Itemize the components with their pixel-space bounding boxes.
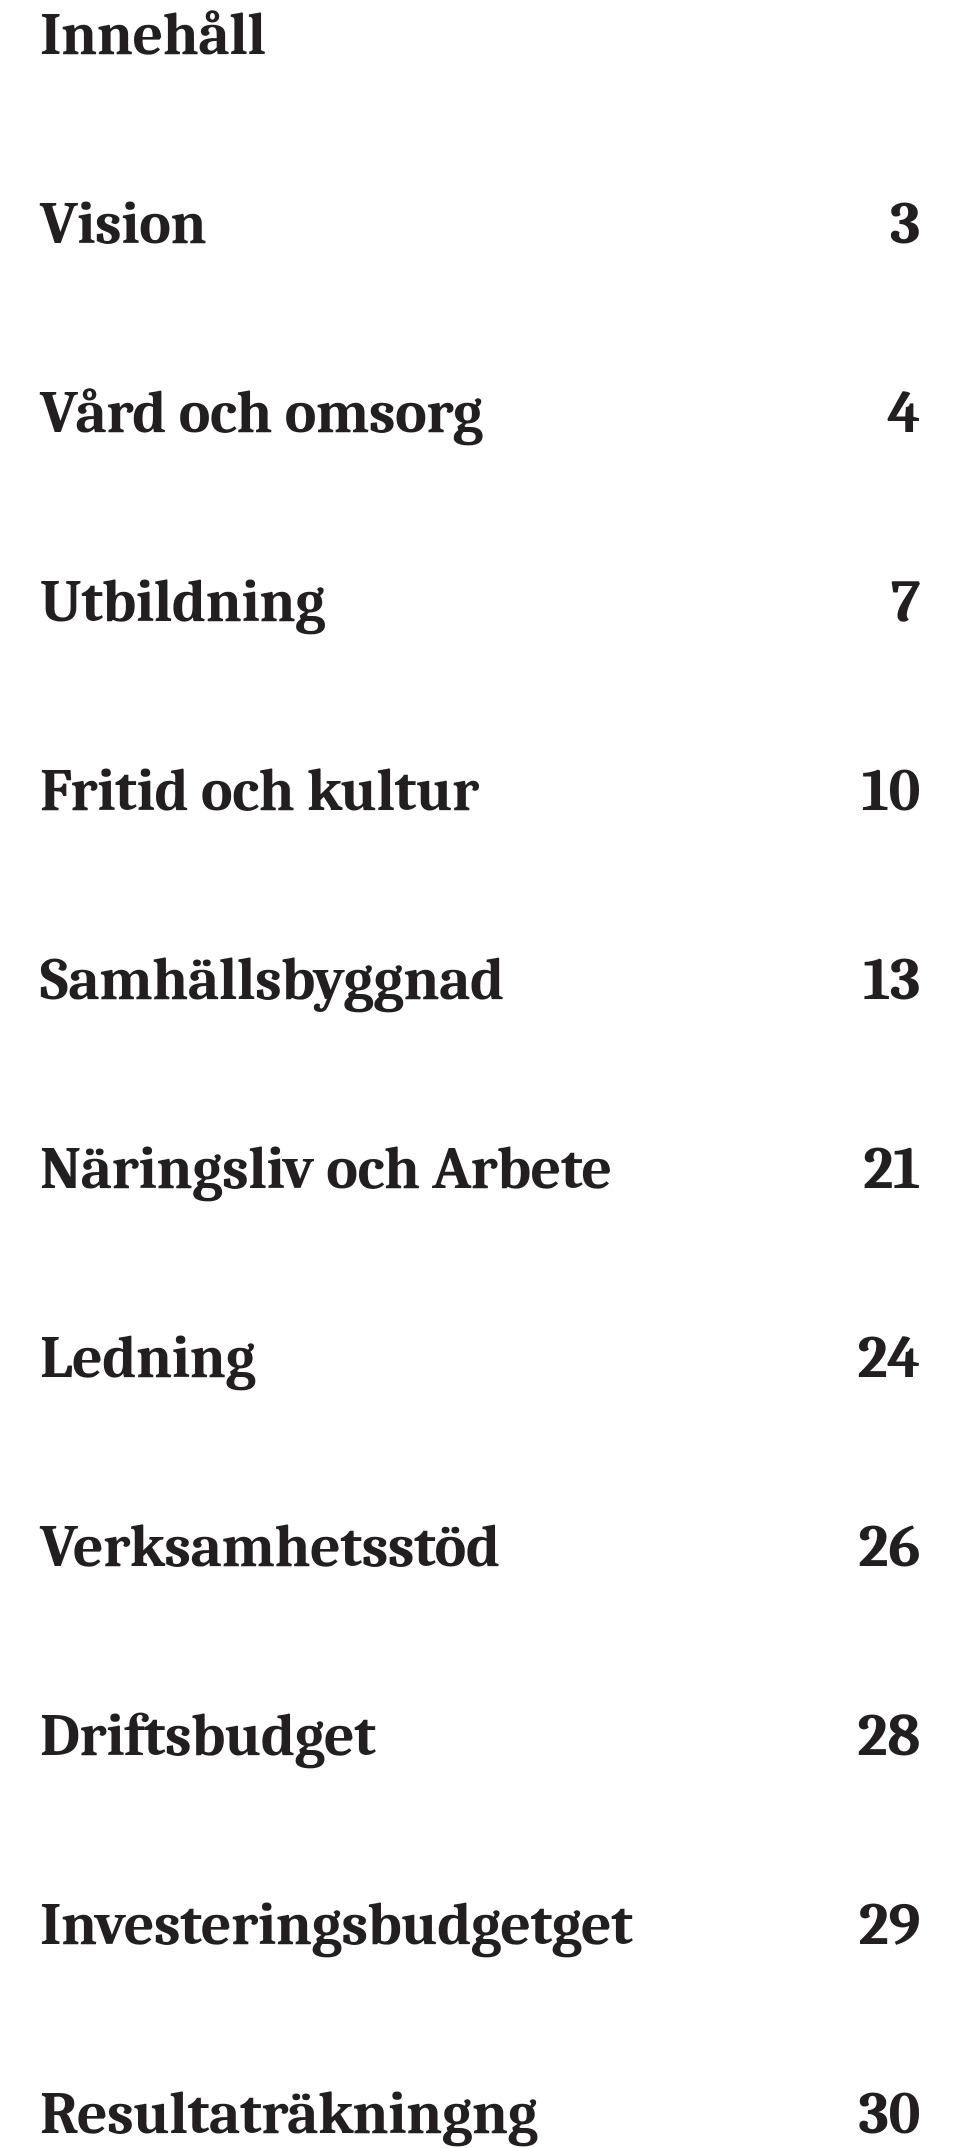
toc-entry-page: 13 xyxy=(863,945,920,1014)
toc-entry: Ledning 24 xyxy=(40,1323,920,1392)
toc-entry-label: Vision xyxy=(40,189,206,258)
toc-entry-page: 26 xyxy=(858,1512,920,1581)
toc-entry-page: 21 xyxy=(863,1134,920,1203)
table-of-contents: Innehåll Vision 3 Vård och omsorg 4 Utbi… xyxy=(40,0,920,2148)
toc-entry-page: 28 xyxy=(857,1701,920,1770)
toc-entry: Investeringsbudgetget 29 xyxy=(40,1890,920,1959)
toc-entry: Utbildning 7 xyxy=(40,567,920,636)
toc-entry-label: Näringsliv och Arbete xyxy=(40,1134,612,1203)
toc-entry-label: Samhällsbyggnad xyxy=(40,945,504,1014)
toc-entry-page: 3 xyxy=(890,189,920,258)
toc-entry-page: 4 xyxy=(887,378,920,447)
toc-entry-page: 10 xyxy=(862,756,920,825)
toc-entry-label: Investeringsbudgetget xyxy=(40,1890,633,1959)
toc-entry-page: 29 xyxy=(859,1890,920,1959)
toc-heading: Innehåll xyxy=(40,0,920,69)
toc-entry: Fritid och kultur 10 xyxy=(40,756,920,825)
toc-entry-label: Fritid och kultur xyxy=(40,756,479,825)
toc-entry-label: Vård och omsorg xyxy=(40,378,483,447)
toc-entry-page: 30 xyxy=(859,2079,920,2148)
toc-entry: Resultaträkningng 30 xyxy=(40,2079,920,2148)
toc-entry-label: Utbildning xyxy=(40,567,325,636)
toc-entry: Samhällsbyggnad 13 xyxy=(40,945,920,1014)
toc-entry-page: 7 xyxy=(891,567,920,636)
toc-entry-page: 24 xyxy=(857,1323,920,1392)
toc-entry-label: Resultaträkningng xyxy=(40,2079,538,2148)
toc-entry: Verksamhetsstöd 26 xyxy=(40,1512,920,1581)
toc-entry: Vård och omsorg 4 xyxy=(40,378,920,447)
toc-entry-label: Verksamhetsstöd xyxy=(40,1512,500,1581)
toc-entry: Driftsbudget 28 xyxy=(40,1701,920,1770)
toc-entry-label: Ledning xyxy=(40,1323,255,1392)
toc-entry: Näringsliv och Arbete 21 xyxy=(40,1134,920,1203)
toc-entry-label: Driftsbudget xyxy=(40,1701,376,1770)
toc-entry: Vision 3 xyxy=(40,189,920,258)
